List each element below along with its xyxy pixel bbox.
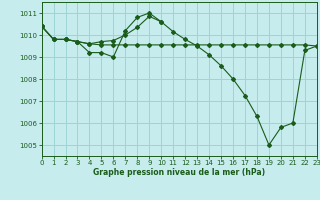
X-axis label: Graphe pression niveau de la mer (hPa): Graphe pression niveau de la mer (hPa) [93,168,265,177]
